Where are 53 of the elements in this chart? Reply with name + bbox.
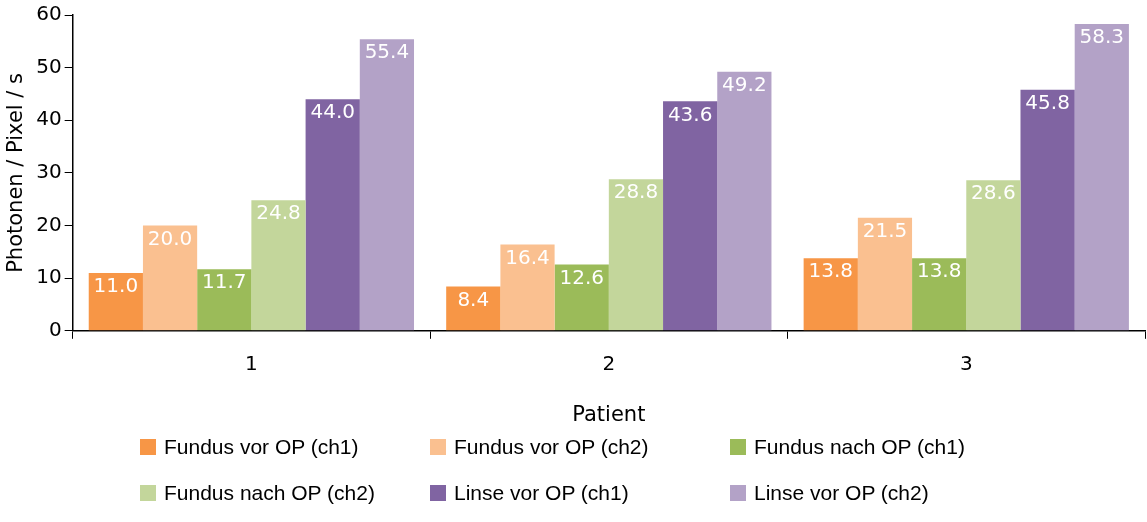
data-label: 24.8 xyxy=(256,200,301,225)
bar xyxy=(717,71,772,331)
legend-label: Fundus vor OP (ch2) xyxy=(454,435,649,459)
bar xyxy=(1020,89,1075,331)
bar xyxy=(88,272,143,331)
x-tick-label: 3 xyxy=(959,351,973,375)
legend-label: Fundus nach OP (ch1) xyxy=(754,435,965,459)
y-tick-label: 50 xyxy=(36,53,62,78)
bar xyxy=(857,217,913,331)
y-tick-label: 10 xyxy=(36,264,62,289)
data-label: 28.6 xyxy=(971,180,1016,205)
bar xyxy=(359,39,415,331)
x-tick-label: 2 xyxy=(602,351,616,375)
data-label: 21.5 xyxy=(862,217,908,242)
bar xyxy=(608,179,664,331)
data-label: 55.4 xyxy=(364,39,410,64)
data-label: 13.8 xyxy=(808,258,854,283)
data-label: 43.6 xyxy=(667,101,713,126)
bar xyxy=(251,200,306,331)
y-tick-label: 60 xyxy=(36,1,62,26)
y-axis-title: Photonen / Pixel / s xyxy=(3,72,28,273)
legend-label: Linse vor OP (ch1) xyxy=(454,481,629,505)
data-label: 8.4 xyxy=(457,286,490,311)
bar xyxy=(500,244,555,331)
data-label: 44.0 xyxy=(310,99,355,124)
bar xyxy=(663,101,718,331)
bar xyxy=(912,258,967,331)
data-label: 58.3 xyxy=(1079,24,1125,49)
data-label: 45.8 xyxy=(1025,89,1070,114)
legend-label: Linse vor OP (ch2) xyxy=(754,481,929,505)
legend-label: Fundus nach OP (ch2) xyxy=(164,481,375,505)
y-tick-label: 30 xyxy=(36,159,62,184)
bar xyxy=(1074,23,1129,331)
data-label: 16.4 xyxy=(505,244,550,269)
bar xyxy=(554,264,609,331)
data-label: 28.8 xyxy=(613,179,659,204)
bar xyxy=(966,180,1021,331)
y-tick-label: 40 xyxy=(36,106,62,131)
data-label: 11.7 xyxy=(202,269,247,294)
bar xyxy=(803,258,858,331)
bar xyxy=(142,225,198,331)
data-label: 13.8 xyxy=(916,258,962,283)
bar xyxy=(305,99,360,331)
data-label: 12.6 xyxy=(559,264,604,289)
data-label: 49.2 xyxy=(722,72,767,97)
x-axis-title: Patient xyxy=(572,401,646,426)
x-tick-label: 1 xyxy=(245,351,258,375)
data-label: 11.0 xyxy=(93,273,139,298)
y-tick-label: 20 xyxy=(36,211,62,236)
y-tick-label: 0 xyxy=(48,317,62,341)
bar xyxy=(197,269,252,331)
legend-label: Fundus vor OP (ch1) xyxy=(164,435,359,459)
data-label: 20.0 xyxy=(147,225,193,250)
